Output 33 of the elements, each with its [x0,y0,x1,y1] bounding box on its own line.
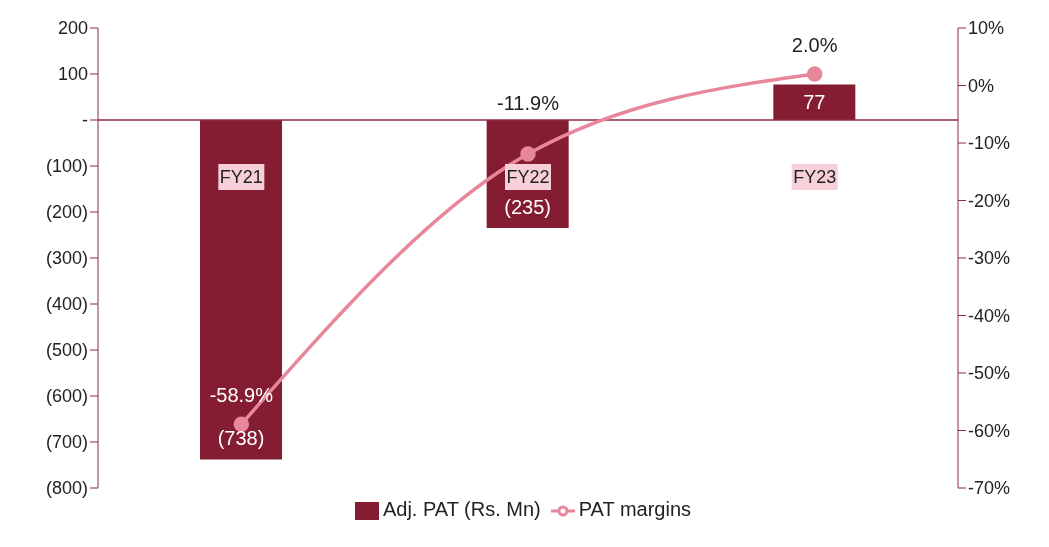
y2-tick-label: -10% [968,133,1011,154]
x-tick-label: FY23 [793,167,837,187]
y2-tick-label: 0% [968,75,995,96]
y-tick-label: (500) [45,340,88,361]
y2-tick-label: -50% [968,363,1011,384]
y-tick-label: (800) [45,478,88,499]
data-label: -11.9% [497,92,560,114]
y-tick-label: (600) [45,386,88,407]
data-label: 2.0% [791,34,838,56]
data-label: -58.9% [209,384,274,407]
y-tick-label: (700) [45,432,88,453]
y2-tick-label: -20% [968,190,1011,211]
y-tick-label: - [82,110,88,131]
point [520,146,536,162]
y-tick-label: 100 [57,64,88,85]
y-tick-label: (100) [45,156,88,177]
y2-tick-label: -40% [968,305,1011,326]
y2-tick-label: -30% [968,248,1011,269]
y-tick-label: (200) [45,202,88,223]
data-label: (738) [217,427,265,450]
y-tick-label: 200 [57,18,88,39]
y2-tick-label: 10% [968,18,1005,39]
point [806,66,823,82]
y-tick-label: (400) [45,294,88,315]
legend-label: Adj. PAT (Rs. Mn) [382,498,541,520]
y-tick-label: (300) [45,248,88,269]
x-tick-label: FY22 [506,167,550,187]
legend-label: PAT margins [578,498,692,520]
y2-tick-label: -60% [968,420,1011,441]
y2-tick-label: -70% [968,478,1011,499]
data-label: (235) [504,196,552,219]
x-tick-label: FY21 [219,167,263,187]
data-label: 77 [803,91,826,114]
